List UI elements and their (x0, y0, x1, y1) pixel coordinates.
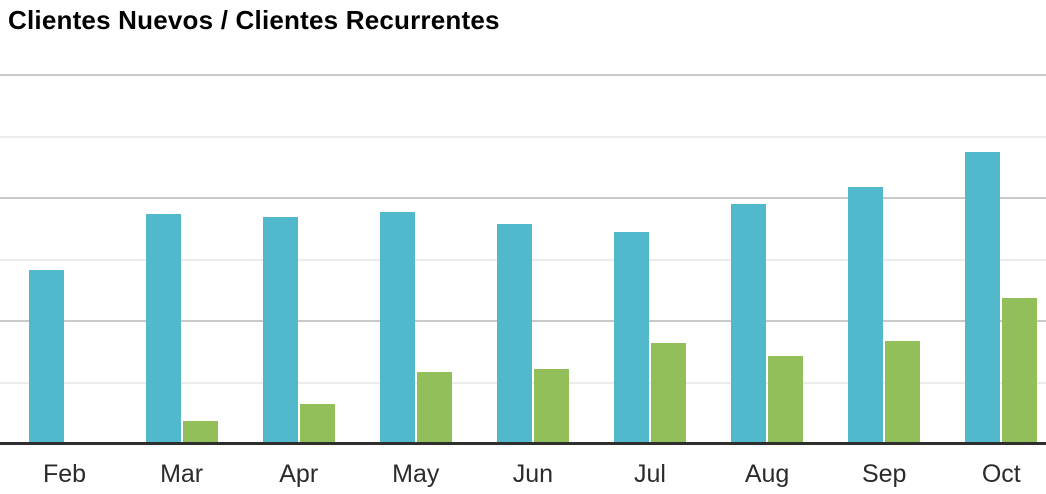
x-axis-line (0, 442, 1046, 445)
bar-clientes-recurrentes-oct (1002, 298, 1038, 444)
chart-title: Clientes Nuevos / Clientes Recurrentes (8, 5, 500, 35)
bar-group-aug (731, 204, 804, 444)
bar-group-apr (262, 217, 335, 444)
bar-group-jun (496, 224, 569, 444)
x-axis-label-may: May (392, 460, 440, 488)
x-axis-label-oct: Oct (981, 460, 1021, 488)
bar-group-mar (145, 214, 218, 444)
bar-clientes-recurrentes-mar (182, 421, 218, 444)
bar-group-sep (848, 187, 921, 444)
x-axis-label-aug: Aug (744, 460, 790, 488)
x-axis-label-jul: Jul (634, 460, 666, 488)
bar-clientes-recurrentes-may (416, 372, 452, 444)
bar-clientes-nuevos-apr (262, 217, 298, 444)
gridline-50 (0, 136, 1046, 138)
bar-clientes-recurrentes-apr (299, 404, 335, 444)
bar-clientes-nuevos-oct (965, 152, 1001, 444)
bar-clientes-nuevos-mar (145, 214, 181, 444)
bar-clientes-nuevos-jul (614, 232, 649, 444)
bar-clientes-recurrentes-jul (651, 343, 686, 444)
bar-clientes-nuevos-jun (496, 224, 532, 444)
bar-group-oct (965, 152, 1038, 444)
x-axis-label-apr: Apr (279, 460, 319, 488)
x-axis-label-feb: Feb (42, 460, 87, 488)
x-axis-label-sep: Sep (861, 460, 907, 488)
bar-clientes-recurrentes-sep (885, 341, 921, 444)
gridline-60 (0, 74, 1046, 76)
bar-clientes-nuevos-sep (848, 187, 884, 444)
bar-group-may (379, 212, 452, 444)
bar-clientes-recurrentes-jun (533, 369, 569, 444)
x-axis-label-mar: Mar (160, 460, 204, 488)
bar-clientes-nuevos-feb (28, 270, 64, 444)
bar-clientes-recurrentes-aug (768, 356, 804, 444)
bar-group-jul (614, 232, 686, 444)
gridline-40 (0, 197, 1046, 199)
bar-clientes-nuevos-aug (731, 204, 767, 444)
bar-group-feb (28, 270, 101, 444)
bar-clientes-nuevos-may (379, 212, 415, 444)
x-axis-label-jun: Jun (512, 460, 554, 488)
